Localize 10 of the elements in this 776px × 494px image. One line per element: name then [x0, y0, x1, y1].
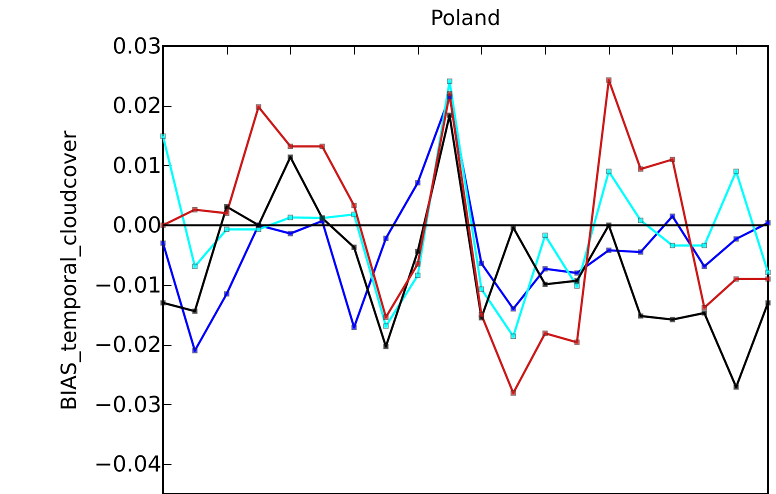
y-tick-label: 0.00: [112, 214, 162, 239]
y-tick-label: 0.01: [112, 154, 162, 179]
y-tick-label: −0.03: [94, 392, 162, 418]
y-tick-label: −0.02: [94, 333, 162, 358]
chart-title: Poland: [430, 6, 501, 30]
y-tick-label: −0.04: [94, 452, 162, 478]
y-tick-label: 0.02: [112, 94, 162, 120]
y-axis-title: BIAS_temporal_cloudcover: [57, 130, 82, 410]
y-tick-label: 0.03: [112, 34, 162, 60]
y-tick-label: −0.01: [94, 273, 162, 298]
